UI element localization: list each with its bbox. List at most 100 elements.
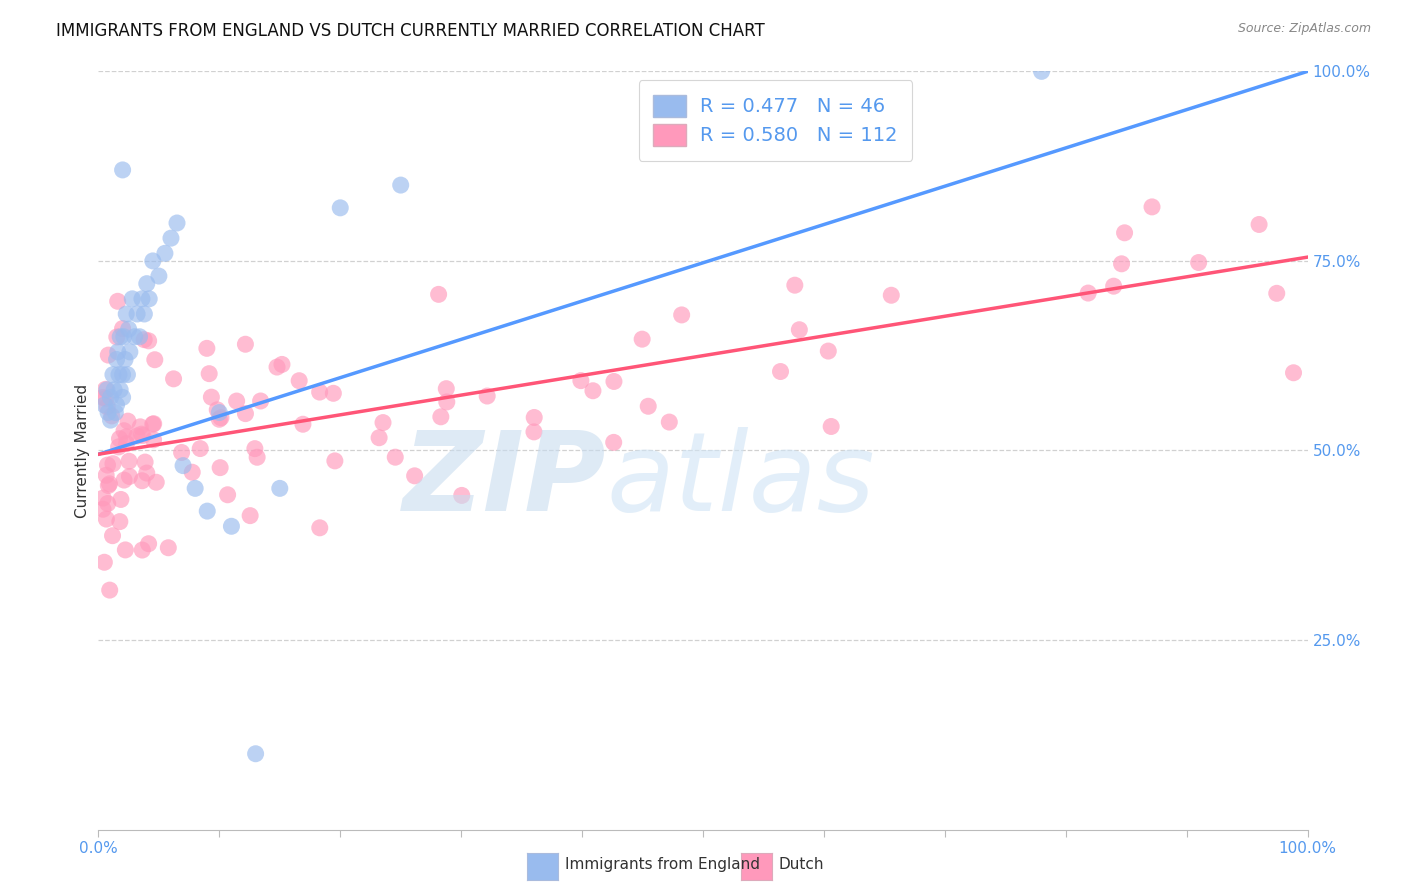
- Point: [1077, 286, 1099, 301]
- Point: [195, 504, 218, 518]
- Point: [1111, 257, 1133, 271]
- Point: [91, 502, 114, 516]
- Point: [523, 425, 546, 439]
- Point: [115, 430, 138, 444]
- Point: [269, 482, 291, 496]
- Y-axis label: Currently Married: Currently Married: [75, 384, 90, 517]
- Point: [368, 431, 391, 445]
- Point: [817, 344, 839, 359]
- Point: [166, 216, 188, 230]
- Point: [135, 466, 157, 480]
- Point: [637, 399, 659, 413]
- Point: [142, 433, 165, 447]
- Point: [288, 374, 311, 388]
- Point: [142, 417, 165, 431]
- Point: [434, 382, 457, 396]
- Point: [112, 330, 135, 344]
- Point: [105, 352, 128, 367]
- Point: [217, 488, 239, 502]
- Point: [603, 375, 626, 389]
- Point: [118, 344, 141, 359]
- Point: [1188, 255, 1211, 269]
- Point: [145, 475, 167, 490]
- Point: [111, 321, 134, 335]
- Point: [110, 492, 132, 507]
- Point: [142, 417, 165, 432]
- Point: [129, 420, 152, 434]
- Point: [96, 458, 118, 472]
- Point: [450, 488, 472, 502]
- Point: [138, 292, 160, 306]
- Point: [97, 348, 120, 362]
- Text: Source: ZipAtlas.com: Source: ZipAtlas.com: [1237, 22, 1371, 36]
- Point: [134, 307, 156, 321]
- Point: [569, 374, 592, 388]
- Point: [118, 322, 141, 336]
- Text: Immigrants from England: Immigrants from England: [565, 857, 761, 872]
- Point: [1102, 279, 1125, 293]
- Point: [107, 344, 129, 359]
- Text: Dutch: Dutch: [779, 857, 824, 872]
- Point: [118, 454, 141, 468]
- Point: [131, 292, 153, 306]
- Point: [94, 392, 117, 406]
- Point: [91, 491, 114, 505]
- Point: [98, 583, 121, 598]
- Point: [658, 415, 681, 429]
- Point: [107, 440, 129, 454]
- Point: [111, 368, 134, 382]
- Point: [127, 307, 149, 321]
- Text: IMMIGRANTS FROM ENGLAND VS DUTCH CURRENTLY MARRIED CORRELATION CHART: IMMIGRANTS FROM ENGLAND VS DUTCH CURRENT…: [56, 22, 765, 40]
- Point: [125, 429, 148, 443]
- Point: [291, 417, 314, 432]
- Point: [94, 382, 117, 396]
- Point: [131, 543, 153, 558]
- Point: [235, 407, 257, 421]
- Point: [91, 391, 114, 405]
- Point: [111, 391, 134, 405]
- Point: [134, 455, 156, 469]
- Point: [209, 410, 232, 425]
- Point: [243, 442, 266, 456]
- Point: [103, 383, 125, 397]
- Point: [329, 201, 352, 215]
- Point: [96, 512, 118, 526]
- Point: [134, 333, 156, 347]
- Point: [100, 391, 122, 405]
- Point: [107, 294, 129, 309]
- Point: [404, 468, 426, 483]
- Point: [142, 253, 165, 268]
- Point: [105, 398, 128, 412]
- Point: [131, 427, 153, 442]
- Point: [121, 292, 143, 306]
- Point: [323, 454, 346, 468]
- Point: [162, 372, 184, 386]
- Text: atlas: atlas: [606, 427, 875, 534]
- Point: [198, 367, 221, 381]
- Point: [322, 386, 344, 401]
- Point: [308, 385, 330, 400]
- Point: [181, 465, 204, 479]
- Point: [101, 368, 124, 382]
- Point: [96, 400, 118, 414]
- Point: [1282, 366, 1305, 380]
- Point: [208, 405, 231, 420]
- Point: [96, 468, 118, 483]
- Point: [239, 508, 262, 523]
- Point: [271, 358, 294, 372]
- Point: [184, 482, 207, 496]
- Point: [246, 450, 269, 465]
- Point: [108, 432, 131, 446]
- Point: [111, 163, 134, 178]
- Point: [820, 419, 842, 434]
- Point: [160, 231, 183, 245]
- Point: [1114, 226, 1136, 240]
- Point: [188, 442, 211, 456]
- Point: [118, 469, 141, 483]
- Point: [207, 402, 229, 417]
- Point: [308, 521, 330, 535]
- Point: [783, 278, 806, 293]
- Point: [114, 352, 136, 367]
- Point: [371, 416, 394, 430]
- Point: [148, 269, 170, 284]
